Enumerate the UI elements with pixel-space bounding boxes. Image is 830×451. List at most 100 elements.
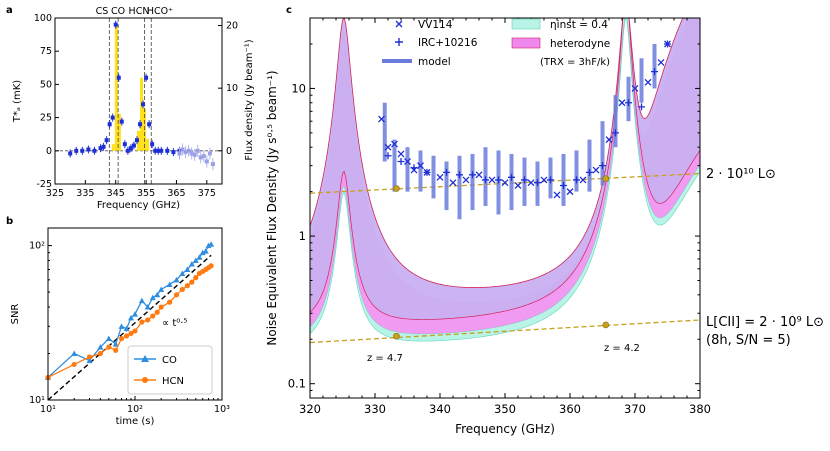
co-point (173, 276, 180, 283)
panel-c: 320 330 340 350 360 370 380 0.1 1 10 Frequency (GH… (265, 17, 824, 436)
legend-vv114-marker (395, 20, 403, 28)
spectrum-bar (146, 138, 150, 151)
irc10216-point (547, 176, 554, 184)
spectrum-point (159, 148, 164, 153)
model-bar (626, 76, 631, 122)
vv114-point (397, 150, 405, 158)
irc10216-point (397, 157, 405, 165)
co-point (123, 325, 130, 332)
panel-a-label: a (6, 5, 13, 16)
faint-point (189, 151, 194, 156)
co-point (166, 281, 173, 287)
spectrum-point (165, 148, 170, 153)
model-bar (613, 95, 618, 148)
vv114-point (378, 115, 385, 123)
irc10216-point (423, 168, 431, 176)
irc10216-point (599, 162, 606, 170)
hcn-point (167, 299, 173, 305)
y-right-axis-label: Flux density (Jy beam⁻¹) (244, 39, 255, 160)
irc10216-point (495, 176, 502, 184)
model-bar (561, 153, 566, 206)
hcn-point (179, 286, 185, 293)
co-point (132, 311, 138, 317)
vv114-point (475, 171, 483, 179)
irc10216-point (638, 103, 645, 111)
faint-point (195, 148, 200, 153)
spectrum-point (134, 138, 139, 143)
scaling-line (47, 254, 212, 401)
z-marker-upper (602, 175, 610, 182)
legend: VV114 IRC+10216 model ηinst = 0.4 heterodyne… (382, 18, 610, 68)
z-marker-lower (602, 321, 610, 329)
spectrum-point (144, 75, 149, 80)
hcn-point (123, 333, 130, 339)
model-bar (418, 150, 423, 192)
model-bar (600, 121, 605, 186)
spectrum-point (171, 150, 176, 155)
co-point (128, 314, 135, 321)
legend-hcn-label: HCN (162, 376, 184, 387)
y-tick-label: 75 (40, 46, 52, 57)
z-label: z = 4.7 (367, 353, 403, 364)
x-tick-label: 10³ (214, 404, 230, 415)
x-tick-label: 335 (76, 188, 94, 199)
x-tick-label: 330 (364, 402, 386, 416)
x-tick-label: 340 (429, 402, 451, 416)
x-axis-label: Frequency (GHz) (455, 422, 555, 436)
spectrum-point (128, 146, 133, 151)
vv114-point (618, 99, 626, 107)
co-point (199, 249, 206, 256)
plot-frame (54, 17, 223, 185)
co-point (179, 270, 186, 276)
model-bar (639, 58, 644, 103)
vv114-point (657, 58, 665, 66)
spectrum-bar (140, 77, 144, 151)
faint-point (201, 154, 206, 159)
panel-c-label: c (286, 5, 292, 16)
irc10216-point (443, 168, 450, 176)
co-point (138, 297, 145, 304)
model-bar (652, 43, 657, 89)
legend-box (127, 345, 213, 395)
line-label: CS (96, 6, 109, 17)
model-bar (457, 155, 462, 220)
y-tick-label: 50 (40, 79, 52, 90)
spectrum-point (156, 148, 161, 153)
model-bar (405, 147, 410, 192)
hcn-point (139, 319, 145, 325)
hcn-point (173, 292, 180, 298)
scaling-annotation: ∝ t⁰·⁵ (162, 318, 187, 329)
co-point (192, 257, 199, 264)
model-bar (392, 139, 397, 192)
hcn-point (106, 344, 112, 350)
y-tick-label: 100 (34, 13, 52, 24)
luminosity-lower-label: L[CII] = 2 · 10⁹ L⊙ (706, 315, 824, 330)
spectrum-point (116, 75, 121, 80)
z-label: z = 4.2 (604, 343, 640, 354)
y-tick-label: 10 (291, 81, 306, 95)
hcn-point (150, 313, 156, 319)
co-point (202, 248, 209, 254)
spectrum-point (92, 148, 97, 153)
spectrum-point (104, 138, 109, 143)
hcn-point (86, 354, 93, 360)
faint-point (183, 150, 188, 155)
spectrum-point (68, 151, 73, 156)
y-axis-label: T*ₐ (mK) (12, 80, 23, 123)
hcn-point (97, 350, 103, 357)
faint-point (198, 155, 203, 160)
co-point (118, 323, 125, 329)
legend-irc-marker (395, 38, 403, 46)
legend-trx-label: (TRX = 3hF/k) (540, 57, 610, 68)
vv114-point (644, 78, 652, 86)
vv114-point (501, 179, 509, 187)
vv114-point (605, 136, 613, 144)
y-right-tick-label: 10 (226, 83, 238, 94)
model-bar (574, 150, 579, 192)
co-point (105, 335, 112, 342)
plot-area (310, 18, 700, 344)
vv114-point (540, 176, 548, 184)
